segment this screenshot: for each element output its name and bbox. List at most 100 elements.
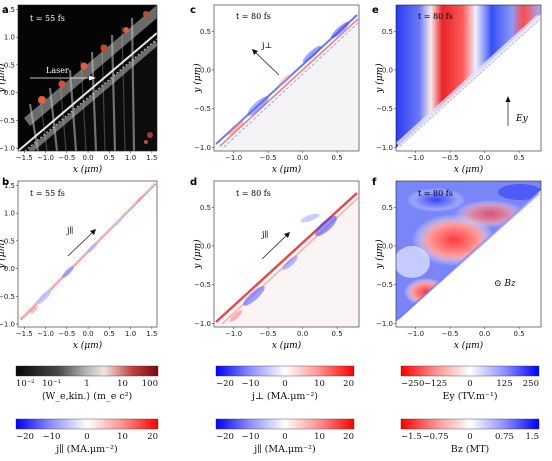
x-tick-label: 0.5: [332, 154, 343, 162]
panel-f-image: [396, 181, 541, 327]
colorbar-tick-label: −1.5: [401, 432, 422, 442]
y-tick-label: −1.0: [376, 144, 393, 152]
panel-b-current-label: j∥: [66, 226, 73, 235]
x-tick-label: −0.5: [442, 330, 459, 338]
panel-e: e t = 80 fs Ey: [372, 4, 542, 152]
x-tick-label: −1.0: [37, 154, 54, 162]
panel-d-time: t = 80 fs: [236, 189, 271, 198]
colorbar-tick-label: −20: [216, 379, 234, 389]
x-tick-label: −1.5: [16, 330, 33, 338]
colorbar-tick-label: 1: [84, 379, 89, 389]
y-tick-label: −0.5: [0, 117, 15, 125]
colorbar-label: ⟨W_e,kin.⟩ (m_e c²): [42, 391, 132, 402]
colorbar-tick-label: 10⁻¹: [42, 379, 61, 389]
colorbar-ey: [400, 365, 540, 377]
panel-f-time: t = 80 fs: [418, 189, 453, 198]
panel-b-image: [19, 182, 157, 321]
panel-b: b t = 55 fs j∥: [2, 177, 158, 328]
x-tick-label: 1.5: [146, 154, 157, 162]
colorbar-tick-label: 0: [467, 379, 472, 389]
y-axis-label: y (μm): [192, 239, 203, 270]
y-tick-label: 1.5: [4, 6, 15, 14]
colorbar-tick-label: 10: [117, 432, 128, 442]
x-tick-label: 1.0: [125, 154, 136, 162]
x-tick-label: 0.0: [479, 330, 490, 338]
panel-e-time: t = 80 fs: [418, 12, 453, 21]
x-tick-label: 0.0: [82, 154, 93, 162]
colorbar-tick-label: 250: [523, 379, 539, 389]
current-direction-arrow-icon: [67, 229, 96, 257]
x-tick-label: 0.5: [104, 154, 115, 162]
y-axis-label: y (μm): [374, 239, 385, 270]
colorbar-tick-label: 100: [142, 379, 158, 389]
y-axis-label: y (μm): [192, 63, 203, 94]
x-tick-label: 0.5: [514, 330, 525, 338]
y-tick-label: 0.0: [382, 242, 393, 250]
panel-a-letter: a: [2, 5, 9, 16]
colorbar-label: Ey (TV.m⁻¹): [442, 391, 497, 402]
x-tick-label: 0.0: [297, 330, 308, 338]
panel-d-letter: d: [190, 177, 197, 188]
colorbar-jpar-mid: [215, 418, 355, 430]
colorbar-tick-label: 10⁻²: [16, 379, 35, 389]
x-axis-label: x (μm): [454, 340, 484, 351]
y-tick-label: 0.5: [382, 204, 393, 212]
x-axis-label: x (μm): [272, 340, 302, 351]
colorbar-jperp: [215, 365, 355, 377]
x-tick-label: −0.5: [58, 154, 75, 162]
panel-b-time: t = 55 fs: [30, 189, 65, 198]
panel-c: c t = 80 fs j⊥: [190, 4, 360, 152]
x-axis-label: x (μm): [272, 164, 302, 175]
x-tick-label: 0.0: [82, 330, 93, 338]
y-axis-label: y (μm): [0, 239, 7, 270]
colorbar-label: j∥ (MA.μm⁻²): [253, 444, 315, 455]
x-tick-label: 0.0: [479, 154, 490, 162]
panel-b-letter: b: [2, 177, 9, 188]
colorbar-tick-label: 20: [343, 379, 354, 389]
x-tick-label: 0.5: [104, 330, 115, 338]
y-tick-label: 0.0: [4, 89, 15, 97]
x-tick-label: 1.5: [146, 330, 157, 338]
colorbar-tick-label: −0.75: [422, 432, 448, 442]
y-tick-label: 0.5: [4, 61, 15, 69]
x-tick-label: −1.0: [407, 154, 424, 162]
colorbar-tick-label: 0: [467, 432, 472, 442]
y-tick-label: 0.5: [200, 28, 211, 36]
x-tick-label: 0.5: [332, 330, 343, 338]
panel-d-image: [214, 181, 359, 327]
y-axis-label: y (μm): [0, 63, 7, 94]
colorbar-tick-label: 20: [147, 432, 158, 442]
colorbar-label: j⊥ (MA.μm⁻²): [251, 391, 318, 402]
axes-ticks: −1.5 −1.0 −0.5 0.0 0.5 1.0 1.51.51.00.50.0−0.5…: [0, 6, 525, 351]
colorbar-tick-label: −250: [401, 379, 424, 389]
y-tick-label: −0.5: [0, 293, 15, 301]
perp-current-arrow-icon: [252, 49, 280, 76]
colorbar-tick-label: −125: [424, 379, 447, 389]
panel-c-letter: c: [190, 5, 196, 16]
colorbar-tick-label: −10: [242, 432, 260, 442]
y-tick-label: −1.0: [0, 321, 15, 329]
panel-c-current-label: j⊥: [261, 41, 272, 50]
colorbar-energy: [15, 365, 159, 377]
colorbar-tick-label: −20: [16, 432, 34, 442]
panel-f: f t = 80 fs ⊙ Bz: [372, 177, 542, 328]
colorbar-tick-label: 125: [496, 379, 512, 389]
colorbar-tick-label: −10: [242, 379, 260, 389]
y-tick-label: −0.5: [194, 281, 211, 289]
y-tick-label: −0.5: [194, 105, 211, 113]
x-tick-label: 1.0: [125, 330, 136, 338]
y-tick-label: 0.5: [200, 204, 211, 212]
panel-c-image: [214, 5, 359, 151]
x-tick-label: −0.5: [260, 330, 277, 338]
panel-a-laser-label: Laser: [46, 66, 69, 75]
x-tick-label: −0.5: [260, 154, 277, 162]
y-tick-label: −0.5: [376, 281, 393, 289]
panel-f-letter: f: [372, 177, 377, 188]
panel-a-time: t = 55 fs: [30, 14, 65, 23]
colorbar-tick-label: 10: [117, 379, 128, 389]
panel-d: d t = 80 fs j∥: [190, 177, 360, 328]
ey-direction-arrow-icon: [505, 96, 511, 126]
colorbar-tick-label: 10: [314, 379, 325, 389]
x-tick-label: −1.0: [407, 330, 424, 338]
